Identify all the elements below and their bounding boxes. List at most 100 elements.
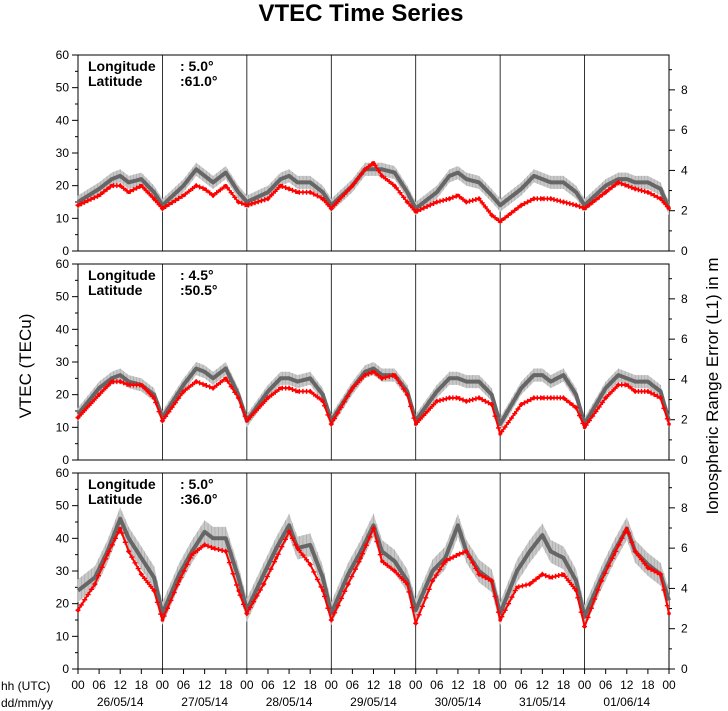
measured-data-point bbox=[540, 396, 545, 400]
measured-point bbox=[325, 412, 331, 418]
measured-point bbox=[393, 375, 399, 381]
measured-point bbox=[512, 207, 518, 213]
measured-point bbox=[228, 190, 234, 196]
measured-point bbox=[91, 397, 97, 403]
measured-point bbox=[506, 601, 512, 607]
measured-data-point bbox=[561, 572, 566, 577]
measured-point bbox=[103, 556, 109, 562]
measured-data-point bbox=[139, 383, 144, 387]
measured-point bbox=[595, 587, 601, 593]
measured-point bbox=[158, 611, 164, 617]
measured-point bbox=[619, 181, 625, 187]
y-tick-label-right: 8 bbox=[681, 83, 688, 97]
measured-point bbox=[437, 567, 443, 573]
measured-point bbox=[338, 404, 344, 410]
measured-point bbox=[421, 412, 427, 418]
measured-point bbox=[146, 191, 152, 197]
x-row2-label: dd/mm/yy bbox=[1, 696, 53, 710]
measured-data-point bbox=[329, 206, 334, 211]
measured-point bbox=[230, 571, 236, 577]
measured-data-point bbox=[447, 396, 452, 400]
measured-point bbox=[418, 416, 424, 422]
y-tick-label-left: 10 bbox=[56, 629, 70, 643]
measured-point bbox=[187, 555, 193, 561]
measured-data-point bbox=[295, 546, 300, 550]
measured-data-point bbox=[561, 396, 566, 400]
measured-point bbox=[272, 188, 278, 194]
x-date-label: 26/05/14 bbox=[97, 695, 144, 709]
measured-point bbox=[515, 406, 521, 412]
measured-point bbox=[486, 208, 492, 214]
measured-data-point bbox=[109, 379, 114, 384]
measured-point bbox=[228, 384, 234, 390]
measured-point bbox=[406, 589, 412, 595]
measured-point bbox=[289, 535, 295, 541]
measured-data-point bbox=[532, 196, 536, 201]
y-tick-label-left: 50 bbox=[56, 290, 70, 304]
measured-data-point bbox=[359, 556, 363, 560]
measured-point bbox=[530, 579, 536, 585]
measured-data-point bbox=[477, 396, 481, 400]
measured-data-point bbox=[160, 419, 165, 423]
measured-point bbox=[283, 185, 289, 191]
x-tick-label: 18 bbox=[557, 678, 571, 692]
measured-data-point bbox=[211, 193, 215, 198]
measured-data-point bbox=[574, 588, 578, 593]
measured-point bbox=[358, 171, 364, 177]
measured-point bbox=[296, 547, 302, 553]
measured-point bbox=[578, 609, 584, 615]
measured-point bbox=[629, 539, 635, 545]
measured-point bbox=[251, 599, 257, 605]
measured-data-point bbox=[287, 187, 291, 191]
measured-point bbox=[482, 398, 488, 404]
measured-point bbox=[525, 199, 531, 205]
measured-data-point bbox=[266, 196, 270, 201]
measured-point bbox=[161, 613, 167, 619]
y-tick-label-left: 50 bbox=[56, 81, 70, 95]
measured-point bbox=[533, 576, 539, 582]
measured-data-point bbox=[456, 396, 460, 400]
measured-data-point bbox=[202, 543, 207, 547]
measured-data-point bbox=[223, 376, 228, 381]
measured-point bbox=[427, 202, 433, 208]
measured-point bbox=[258, 402, 264, 408]
measured-data-point bbox=[456, 552, 460, 557]
measured-data-point bbox=[582, 624, 587, 629]
measured-data-point bbox=[105, 552, 110, 557]
measured-point bbox=[654, 194, 660, 200]
x-tick-label: 00 bbox=[578, 678, 592, 692]
measured-point bbox=[470, 197, 476, 203]
measured-data-point bbox=[405, 582, 410, 586]
measured-data-point bbox=[346, 582, 350, 586]
x-date-label: 29/05/14 bbox=[350, 695, 397, 709]
x-tick-label: 06 bbox=[177, 678, 191, 692]
measured-data-point bbox=[456, 193, 460, 198]
latitude-value: :61.0° bbox=[180, 73, 218, 89]
measured-point bbox=[249, 201, 255, 207]
measured-data-point bbox=[464, 549, 469, 554]
measured-point bbox=[176, 195, 182, 201]
measured-data-point bbox=[371, 161, 376, 165]
x-tick-label: 06 bbox=[599, 678, 613, 692]
measured-point bbox=[543, 573, 549, 579]
y-tick-label-left: 60 bbox=[56, 466, 70, 480]
measured-data-point bbox=[274, 556, 279, 560]
measured-point bbox=[612, 385, 618, 391]
measured-data-point bbox=[464, 399, 469, 404]
measured-data-point bbox=[278, 183, 283, 188]
y-tick-label-right: 0 bbox=[681, 662, 688, 676]
measured-data-point bbox=[329, 618, 334, 622]
measured-point bbox=[272, 559, 278, 565]
measured-data-point bbox=[308, 190, 312, 194]
measured-point bbox=[252, 409, 258, 415]
measured-data-point bbox=[477, 196, 481, 201]
measured-point bbox=[470, 560, 476, 566]
x-row1-label: hh (UTC) bbox=[1, 679, 50, 693]
measured-point bbox=[648, 390, 654, 396]
measured-point bbox=[399, 575, 405, 581]
measured-point bbox=[352, 566, 358, 572]
measured-point bbox=[495, 609, 501, 615]
measured-point bbox=[325, 202, 331, 208]
measured-data-point bbox=[152, 588, 156, 593]
measured-data-point bbox=[646, 565, 650, 570]
